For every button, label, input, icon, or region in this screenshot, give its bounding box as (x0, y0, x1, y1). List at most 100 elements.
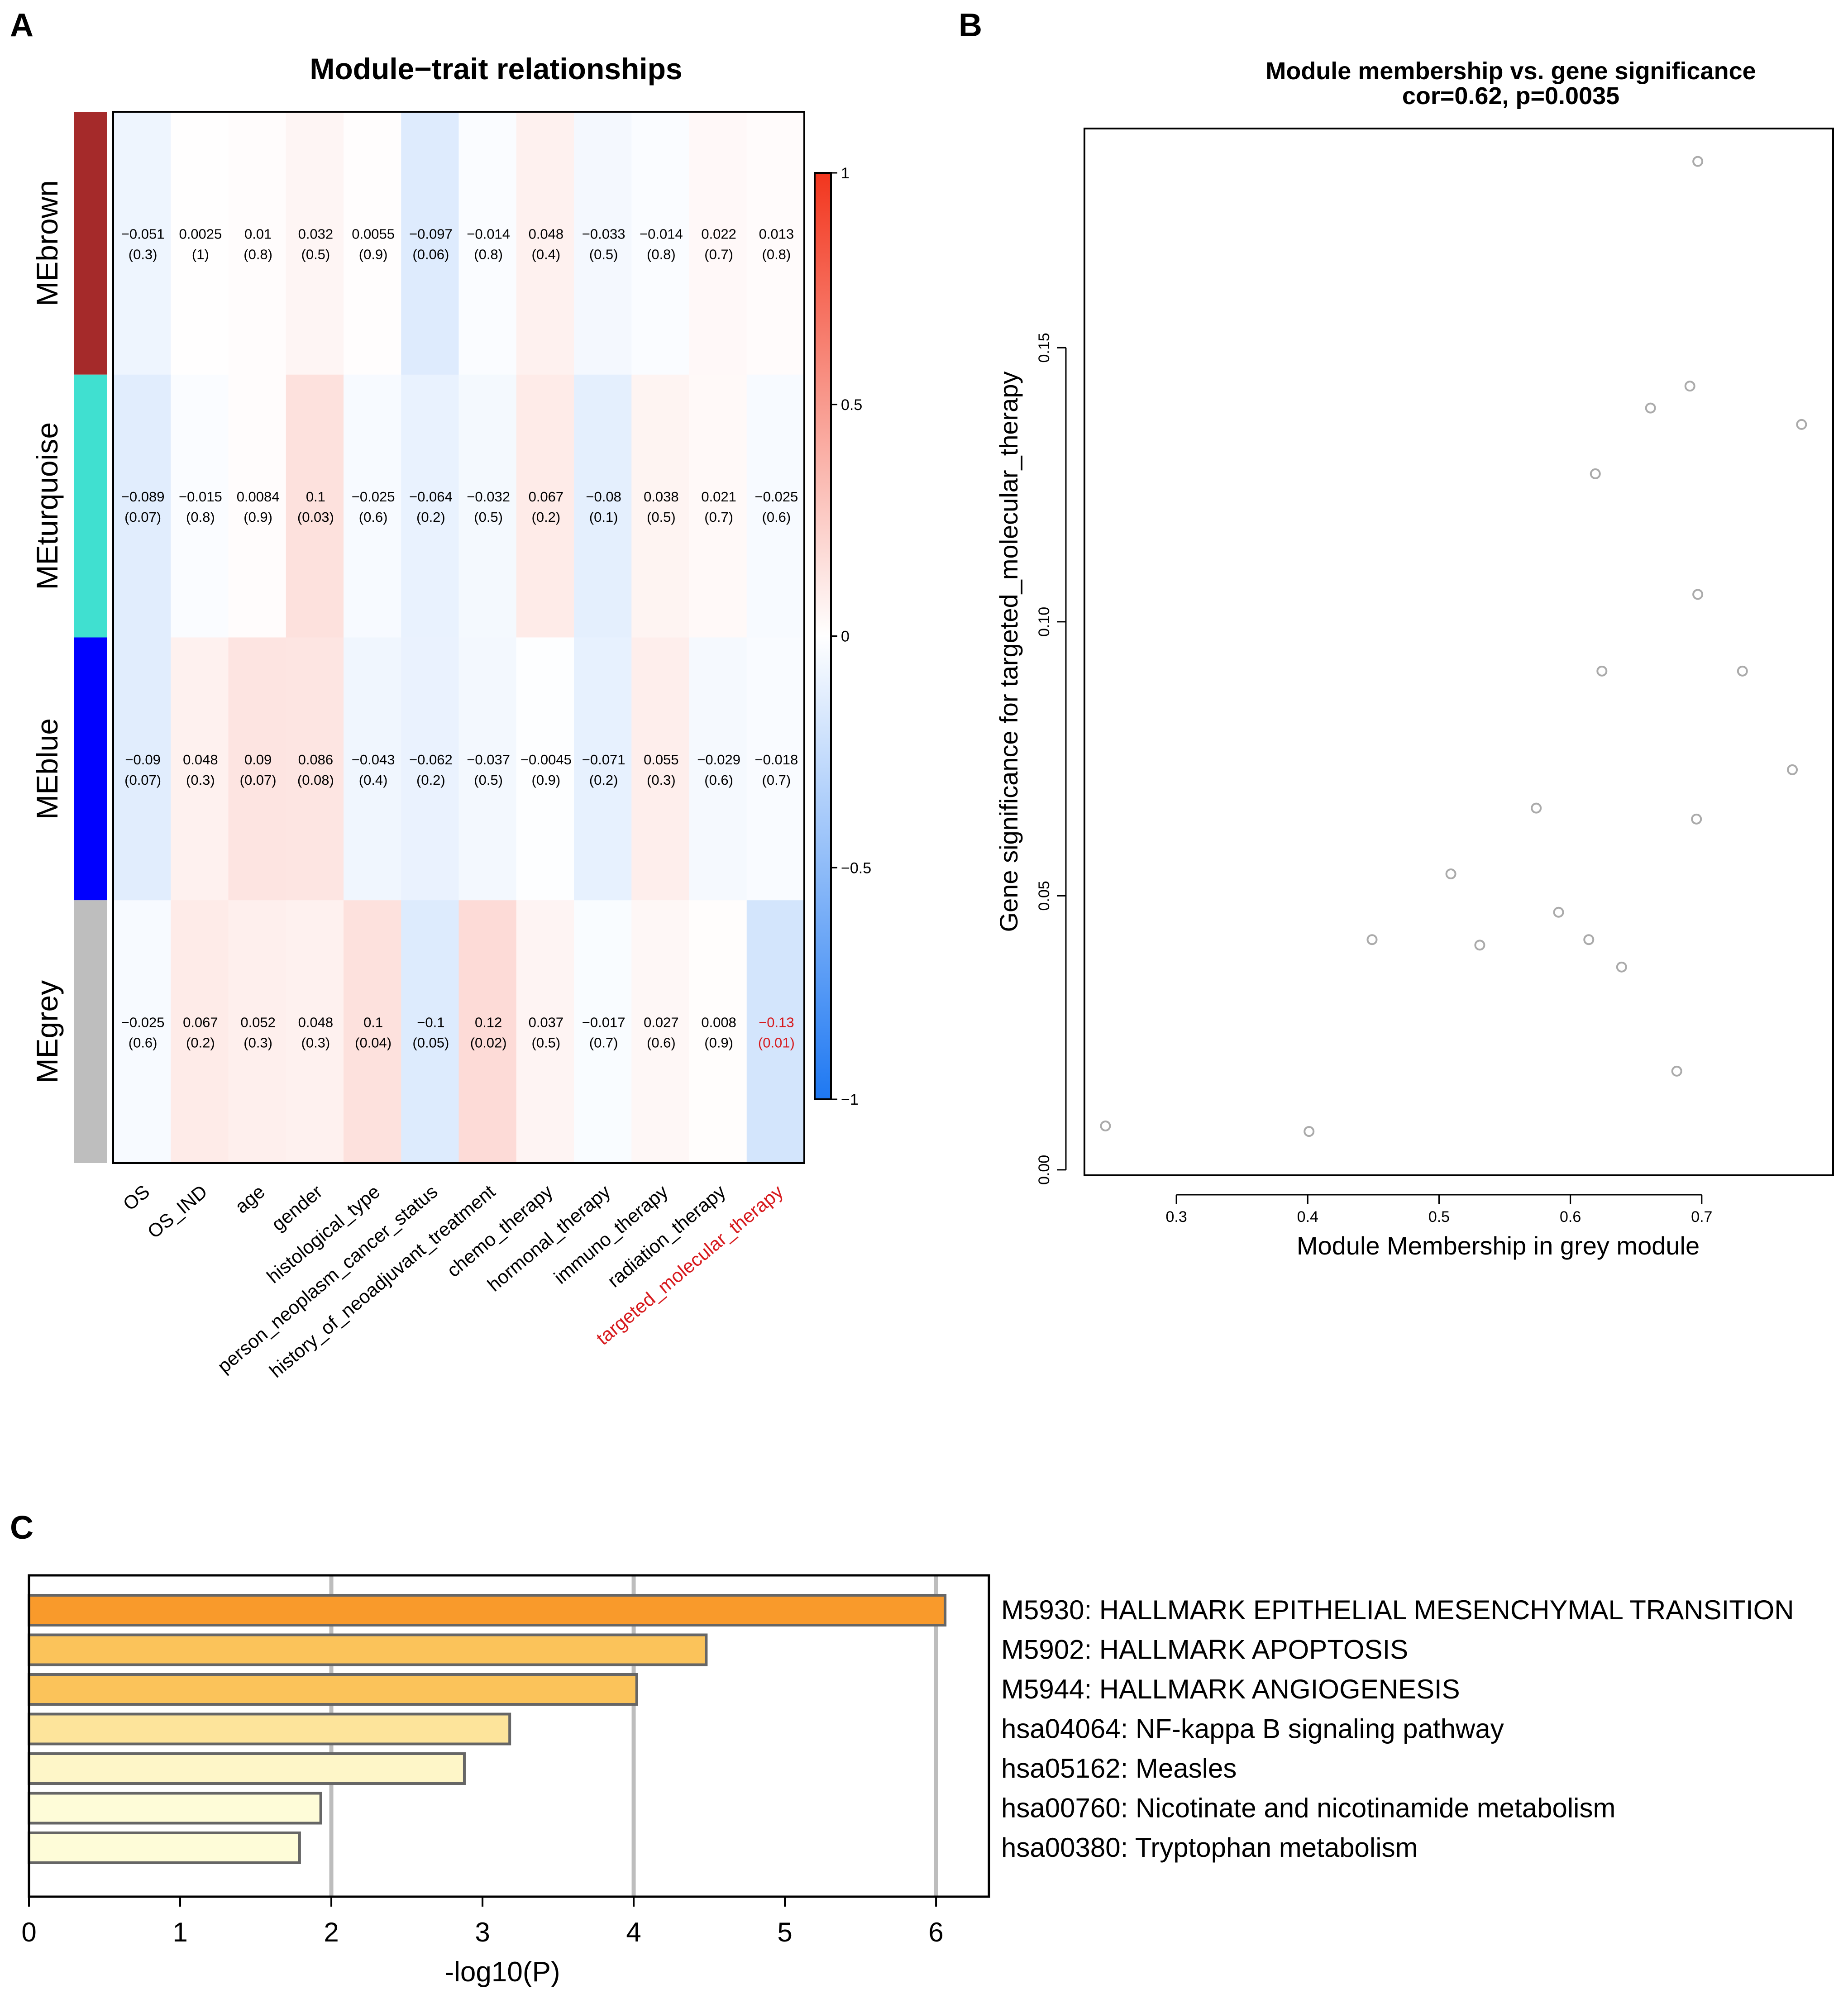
heatmap-cell-value: 0.021 (701, 489, 736, 505)
bar-x-tick-label: 5 (777, 1917, 792, 1947)
scatter-x-tick-label: 0.4 (1297, 1208, 1318, 1226)
heatmap-cell-value: −0.015 (179, 489, 222, 505)
bar-x-tick-label: 0 (21, 1917, 36, 1947)
bar-x-axis: 0 1 2 3 4 5 6 (21, 1897, 944, 1947)
scatter-point (1583, 934, 1595, 945)
scatter-panel: Module membership vs. gene significance … (994, 57, 1834, 1260)
scatter-x-axis-title: Module Membership in grey module (1297, 1231, 1700, 1260)
scatter-point (1796, 419, 1807, 430)
heatmap-cell (401, 637, 459, 901)
module-color-bar (74, 112, 107, 375)
heatmap-cell-value: −0.029 (697, 752, 740, 768)
heatmap-cell (458, 112, 517, 375)
heatmap-cell-value: −0.051 (121, 226, 165, 242)
scatter-x-tick-label: 0.7 (1691, 1208, 1712, 1226)
scatter-subtitle: cor=0.62, p=0.0035 (1402, 82, 1619, 110)
heatmap-row-label: MEgrey (30, 980, 64, 1083)
bar-x-tick-label: 3 (475, 1917, 490, 1947)
scatter-x-tick-label: 0.3 (1165, 1208, 1187, 1226)
bar-x-tick-label: 6 (928, 1917, 943, 1947)
heatmap-cell (344, 637, 401, 901)
heatmap-cell-value: −0.1 (417, 1015, 444, 1030)
heatmap-cell-value: −0.064 (409, 489, 453, 505)
bar-x-tick-label: 4 (626, 1917, 641, 1947)
scatter-x-tick-label: 0.5 (1428, 1208, 1450, 1226)
heatmap-cell (689, 637, 747, 901)
scatter-points (1100, 156, 1807, 1137)
scatter-point (1737, 665, 1748, 677)
heatmap-cell-pvalue: (0.6) (647, 1035, 676, 1051)
heatmap-cell-pvalue: (0.8) (244, 246, 272, 262)
scatter-point (1692, 156, 1704, 167)
colorbar-tick-label: −1 (841, 1091, 859, 1108)
heatmap-cell-value: −0.025 (121, 1015, 165, 1030)
heatmap-cell-value: −0.017 (582, 1015, 626, 1030)
bar-category-label: M5930: HALLMARK EPITHELIAL MESENCHYMAL T… (1001, 1595, 1794, 1625)
heatmap-cell (516, 637, 574, 901)
heatmap-cell-pvalue: (0.07) (124, 509, 161, 525)
bar-category-label: hsa04064: NF-kappa B signaling pathway (1001, 1714, 1504, 1744)
colorbar-tick-label: 0.5 (841, 396, 862, 414)
bar-x-tick-label: 2 (324, 1917, 339, 1947)
heatmap-cell-value: −0.089 (121, 489, 165, 505)
heatmap-cell (228, 900, 287, 1164)
heatmap-cell-value: −0.071 (582, 752, 626, 768)
heatmap-cell-pvalue: (0.02) (470, 1035, 507, 1051)
heatmap-row-label: MEbrown (30, 180, 64, 306)
heatmap-cell-value: −0.037 (467, 752, 510, 768)
heatmap-cell-value: −0.025 (352, 489, 395, 505)
bar (28, 1832, 301, 1864)
heatmap-cell-pvalue: (0.2) (186, 1035, 215, 1051)
heatmap-cell-value: 0.048 (183, 752, 218, 768)
scatter-y-axis-title: Gene significance for targeted_molecular… (994, 372, 1023, 932)
heatmap-cell (574, 637, 632, 901)
scatter-point (1445, 868, 1456, 879)
heatmap-cell-pvalue: (0.05) (412, 1035, 449, 1051)
heatmap-cell-pvalue: (0.9) (244, 509, 272, 525)
bar (28, 1752, 466, 1785)
heatmap-cell (401, 112, 459, 375)
bar (28, 1633, 708, 1666)
heatmap-cell (631, 637, 690, 901)
heatmap-cell (746, 900, 805, 1164)
scatter-point (1474, 940, 1485, 951)
scatter-point (1616, 961, 1627, 973)
heatmap-cell (574, 374, 632, 638)
scatter-point (1304, 1126, 1315, 1137)
heatmap-cell-pvalue: (0.5) (474, 772, 503, 788)
heatmap-cell-pvalue: (0.03) (297, 509, 334, 525)
heatmap-cell-pvalue: (0.6) (704, 772, 733, 788)
heatmap-cell-value: 0.0025 (179, 226, 222, 242)
heatmap-cell-value: 0.0055 (352, 226, 395, 242)
heatmap-cell (171, 637, 229, 901)
bar (28, 1792, 322, 1825)
heatmap-cell-pvalue: (0.8) (186, 509, 215, 525)
heatmap-cell (458, 374, 517, 638)
heatmap-cell (171, 112, 229, 375)
bar-category-label: hsa05162: Measles (1001, 1753, 1237, 1784)
heatmap-cell-pvalue: (0.4) (359, 772, 388, 788)
heatmap-cell-pvalue: (0.4) (532, 246, 561, 262)
heatmap-cell-pvalue: (0.3) (186, 772, 215, 788)
heatmap-cell-value: 0.013 (759, 226, 794, 242)
module-color-bar (74, 900, 107, 1163)
heatmap-cell-value: 0.1 (363, 1015, 383, 1030)
heatmap-cell-value: 0.038 (644, 489, 679, 505)
scatter-x-tick-label: 0.6 (1560, 1208, 1581, 1226)
bar-category-label: hsa00380: Tryptophan metabolism (1001, 1832, 1418, 1863)
heatmap-cell-value: −0.032 (467, 489, 510, 505)
heatmap-cell-pvalue: (0.7) (589, 1035, 618, 1051)
heatmap-cell-pvalue: (0.2) (532, 509, 561, 525)
heatmap-cell-pvalue: (0.07) (240, 772, 277, 788)
heatmap-cell (286, 112, 344, 375)
heatmap-cell (458, 637, 517, 901)
heatmap-cell-value: −0.097 (409, 226, 453, 242)
heatmap-cell (746, 637, 805, 901)
heatmap-cell-pvalue: (0.3) (647, 772, 676, 788)
heatmap-cell-pvalue: (0.07) (124, 772, 161, 788)
heatmap-cell-pvalue: (0.7) (762, 772, 791, 788)
heatmap-cell-value: −0.0045 (520, 752, 572, 768)
heatmap-cell (171, 374, 229, 638)
heatmap-cell-pvalue: (0.08) (297, 772, 334, 788)
heatmap-cell-value: 0.067 (183, 1015, 218, 1030)
